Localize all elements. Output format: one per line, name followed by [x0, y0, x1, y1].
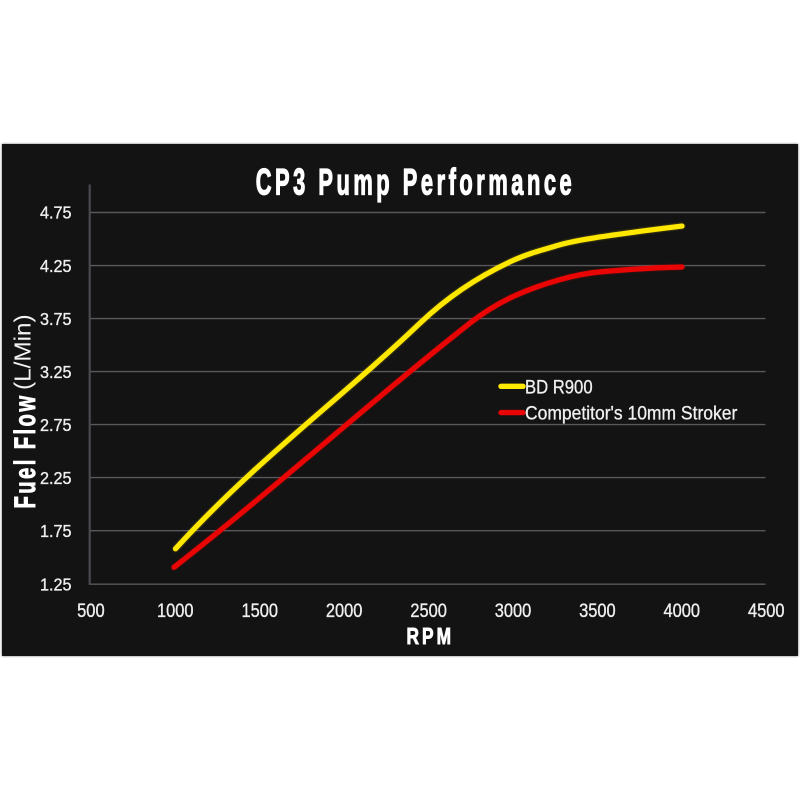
svg-text:3000: 3000: [495, 601, 532, 622]
svg-text:4000: 4000: [664, 601, 701, 622]
svg-text:(L/Min): (L/Min): [10, 314, 36, 390]
svg-text:3.75: 3.75: [40, 309, 72, 329]
svg-text:2000: 2000: [326, 601, 363, 622]
svg-text:2.75: 2.75: [40, 415, 72, 435]
svg-text:500: 500: [77, 601, 105, 622]
svg-text:Competitor's 10mm Stroker: Competitor's 10mm Stroker: [525, 403, 738, 424]
svg-text:4500: 4500: [748, 601, 785, 622]
svg-text:1.25: 1.25: [40, 574, 72, 594]
svg-text:4.25: 4.25: [40, 256, 72, 276]
svg-text:Fuel Flow: Fuel Flow: [9, 394, 42, 509]
svg-text:RPM: RPM: [407, 623, 455, 649]
svg-text:2500: 2500: [410, 601, 447, 622]
svg-text:CP3 Pump Performance: CP3 Pump Performance: [256, 162, 576, 203]
svg-text:2.25: 2.25: [40, 468, 72, 488]
svg-text:1.75: 1.75: [40, 521, 72, 541]
svg-text:4.75: 4.75: [40, 203, 72, 223]
svg-text:BD R900: BD R900: [525, 377, 593, 398]
svg-text:1000: 1000: [157, 601, 194, 622]
svg-text:3.25: 3.25: [40, 362, 72, 382]
svg-text:1500: 1500: [241, 601, 278, 622]
svg-text:3500: 3500: [579, 601, 616, 622]
